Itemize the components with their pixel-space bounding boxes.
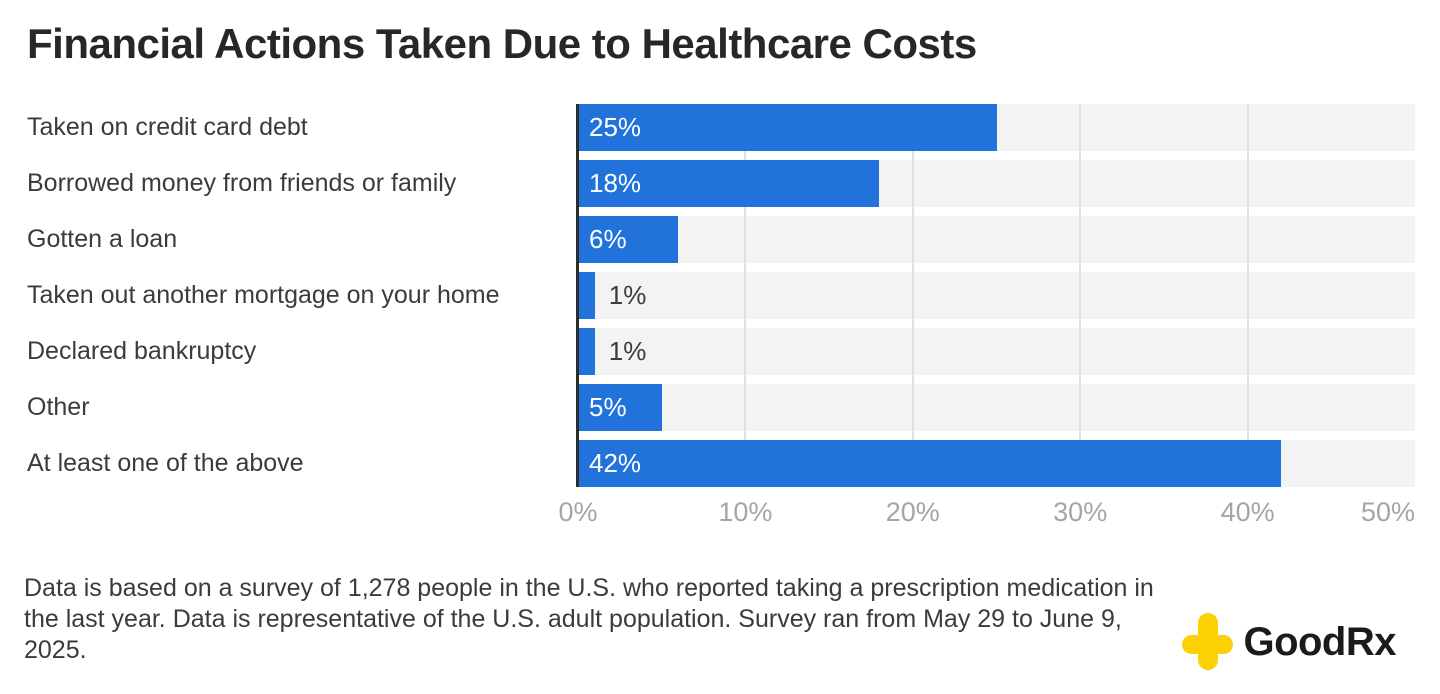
source-note: Data is based on a survey of 1,278 peopl… — [24, 574, 1154, 664]
category-label: Taken on credit card debt — [27, 113, 308, 141]
value-label: 25% — [589, 112, 642, 142]
bar-row-borrowed-money: Borrowed money from friends or family 18… — [0, 160, 1440, 207]
category-label: Borrowed money from friends or family — [27, 169, 457, 197]
bar-track: 18% — [578, 160, 1415, 207]
bar-track: 5% — [578, 384, 1415, 431]
plot-area: Taken on credit card debt 25% Borrowed m… — [0, 104, 1440, 487]
x-tick-10: 10% — [718, 497, 773, 527]
x-tick-50: 50% — [1360, 497, 1415, 527]
x-tick-30: 30% — [1053, 497, 1108, 527]
chart-title: Financial Actions Taken Due to Healthcar… — [27, 20, 977, 67]
y-axis-line — [576, 104, 579, 487]
bar-row-gotten-loan: Gotten a loan 6% — [0, 216, 1440, 263]
value-label: 42% — [589, 448, 642, 478]
category-label: Other — [27, 393, 90, 421]
x-tick-0: 0% — [558, 497, 598, 527]
bar-borrowed-money: 18% — [578, 160, 880, 207]
footer: Data is based on a survey of 1,278 peopl… — [0, 573, 1440, 693]
bar-declared-bankruptcy: 1% — [578, 328, 646, 375]
goodrx-wordmark: GoodRx — [1243, 619, 1396, 664]
value-label: 6% — [589, 224, 627, 254]
category-label: At least one of the above — [27, 449, 304, 477]
category-label: Taken out another mortgage on your home — [27, 281, 500, 309]
bar-row-declared-bankruptcy: Declared bankruptcy 1% — [0, 328, 1440, 375]
value-label: 5% — [589, 392, 627, 422]
x-tick-40: 40% — [1220, 497, 1275, 527]
x-axis-ticks: 0% 10% 20% 30% 40% 50% — [558, 487, 1415, 537]
bar-track: 42% — [578, 440, 1415, 487]
bar-row-credit-card-debt: Taken on credit card debt 25% — [0, 104, 1440, 151]
bar-row-at-least-one: At least one of the above 42% — [0, 440, 1440, 487]
goodrx-cross-icon — [1182, 613, 1234, 670]
value-label: 18% — [589, 168, 642, 198]
bar-row-another-mortgage: Taken out another mortgage on your home … — [0, 272, 1440, 319]
category-label: Declared bankruptcy — [27, 337, 257, 365]
x-tick-20: 20% — [885, 497, 940, 527]
bar-track: 1% — [578, 272, 1415, 319]
category-label: Gotten a loan — [27, 225, 178, 253]
bar-credit-card-debt: 25% — [578, 104, 997, 151]
bar-row-other: Other 5% — [0, 384, 1440, 431]
bar-track: 1% — [578, 328, 1415, 375]
goodrx-logo: GoodRx — [1182, 613, 1396, 671]
bar-chart: Taken on credit card debt 25% Borrowed m… — [0, 104, 1440, 537]
bar-track: 25% — [578, 104, 1415, 151]
bar-track: 6% — [578, 216, 1415, 263]
bar-another-mortgage: 1% — [578, 272, 646, 319]
value-label: 1% — [608, 336, 647, 366]
value-label: 1% — [608, 280, 647, 310]
bar-gotten-loan: 6% — [578, 216, 679, 263]
bar-other: 5% — [578, 384, 662, 431]
bar-at-least-one: 42% — [578, 440, 1282, 487]
